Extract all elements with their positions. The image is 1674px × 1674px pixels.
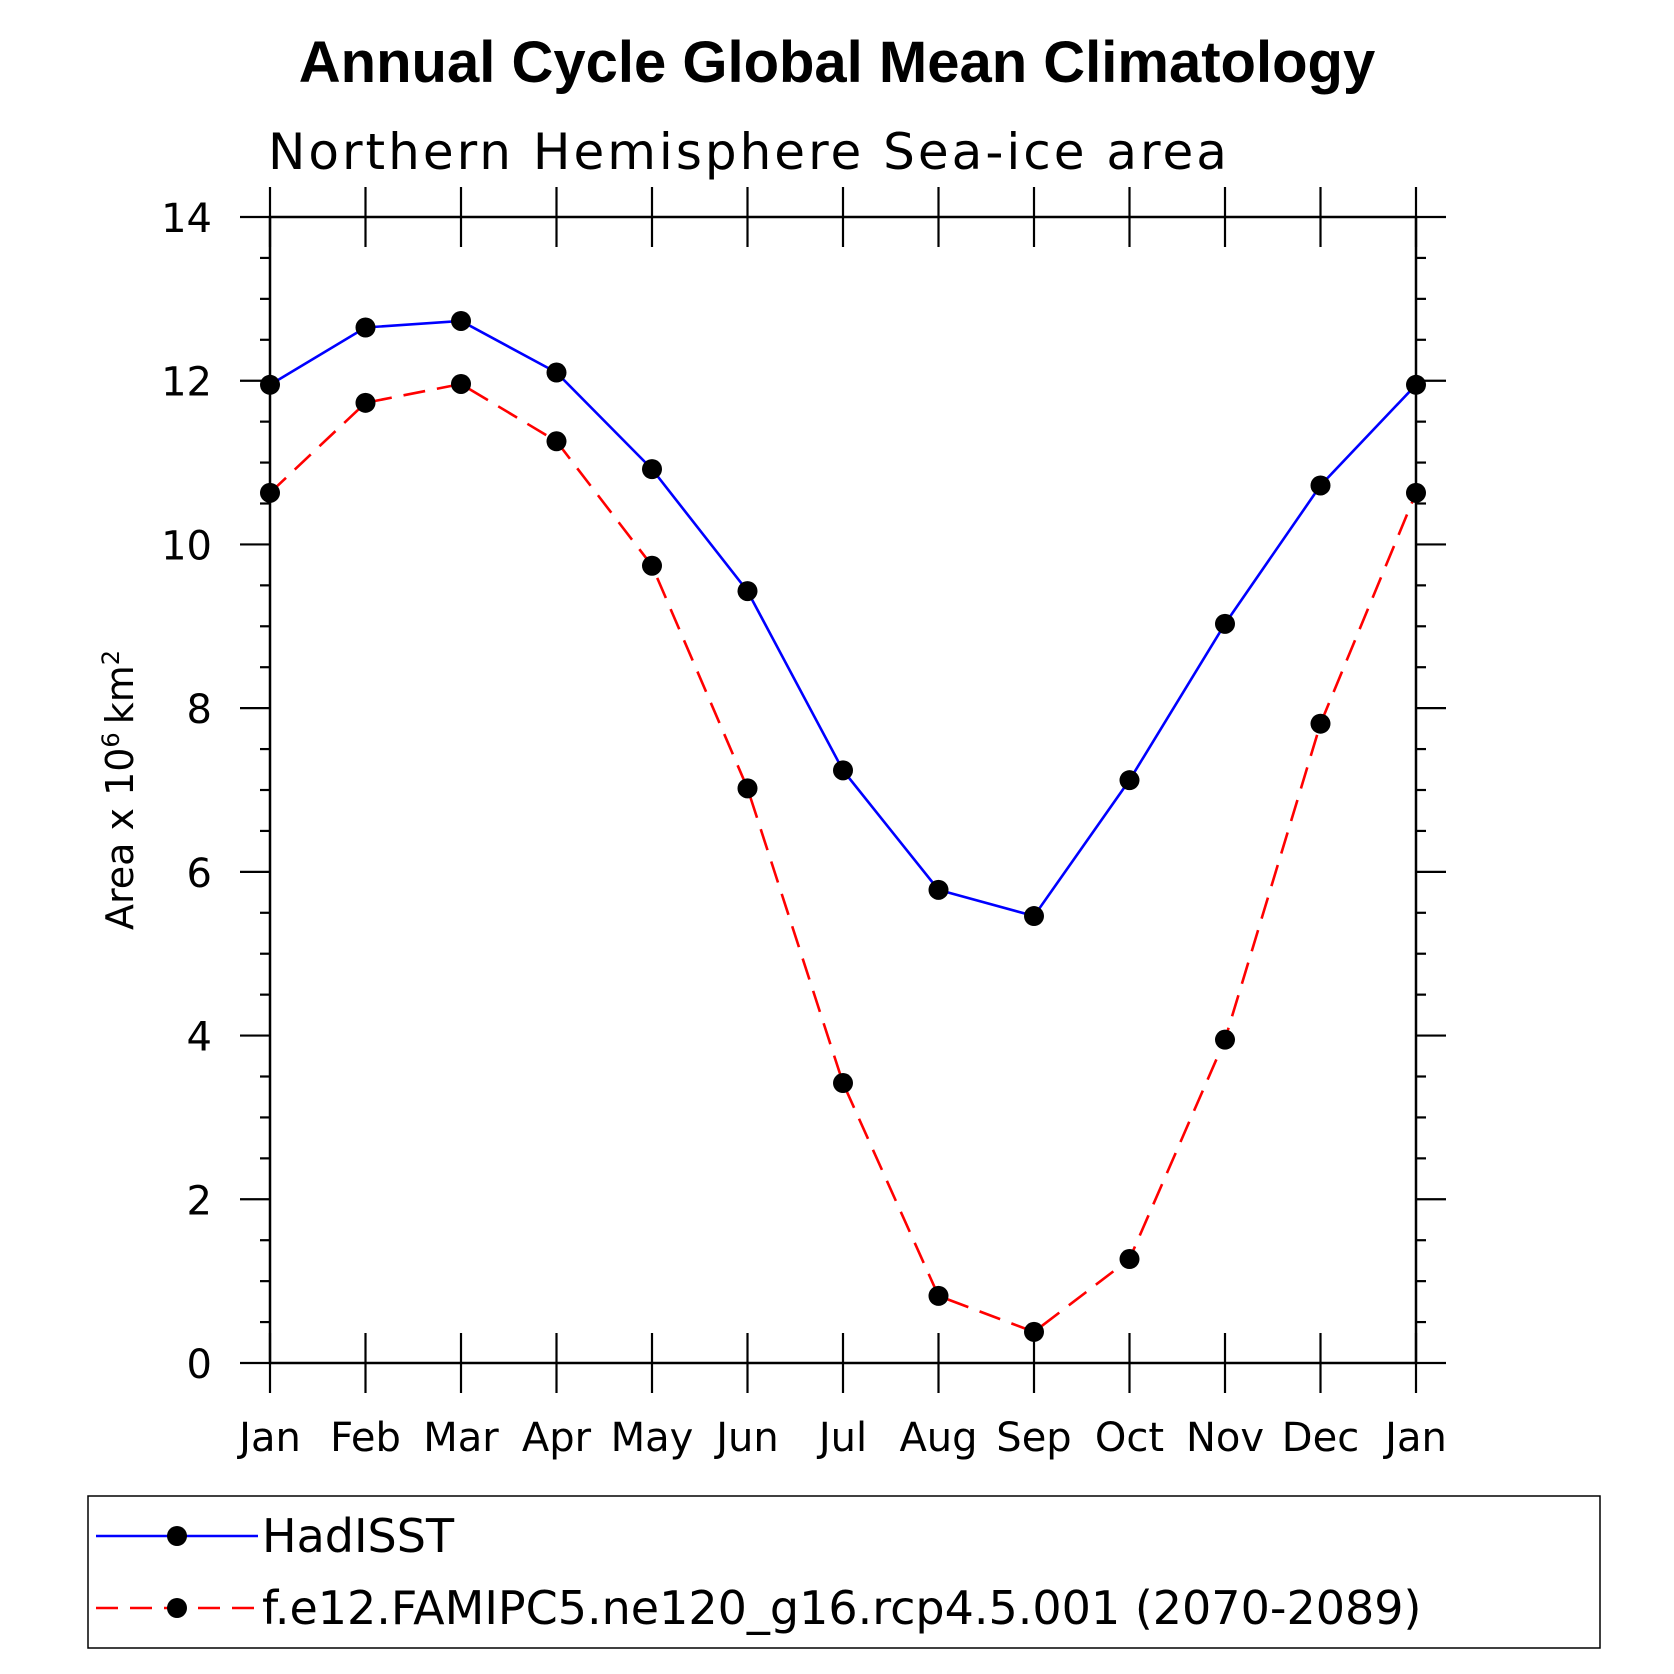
- series-0-point: [260, 374, 280, 395]
- y-tick-label: 2: [187, 1178, 212, 1224]
- series-0-point: [737, 581, 758, 602]
- x-tick-label: Nov: [1186, 1415, 1264, 1461]
- y-tick-label: 12: [161, 360, 212, 406]
- y-axis-label-exponent: 6: [97, 732, 125, 747]
- series-0-point: [546, 362, 567, 383]
- series-0-point: [1119, 770, 1140, 791]
- x-tick-label: Jan: [236, 1415, 301, 1461]
- series-1-point: [1310, 713, 1331, 734]
- x-tick-label: Jun: [713, 1415, 779, 1461]
- y-axis-label-unit: km: [98, 665, 142, 724]
- series-1-point: [1215, 1029, 1235, 1050]
- legend: HadISST f.e12.FAMIPC5.ne120_g16.rcp4.5.00…: [96, 1509, 1421, 1635]
- legend-box: [87, 1495, 1601, 1649]
- series-0-point: [1406, 374, 1426, 395]
- series-1-point: [928, 1285, 949, 1306]
- x-tick-label: Aug: [899, 1415, 977, 1461]
- x-axis: [268, 187, 1418, 1393]
- series-line-1: [269, 382, 1418, 1334]
- x-tick-label: Sep: [996, 1415, 1071, 1461]
- series-0-point: [833, 760, 853, 781]
- y-axis-label: Area x 106 km2: [97, 650, 142, 930]
- y-tick-label: 10: [161, 523, 212, 569]
- y-axis-right: [1416, 215, 1446, 1365]
- legend-label-0: HadISST: [262, 1509, 455, 1563]
- series-1-point: [451, 373, 471, 394]
- x-tick-label: Feb: [330, 1415, 401, 1461]
- legend-marker-0: [167, 1526, 187, 1546]
- series-0-point: [642, 459, 662, 480]
- series-line-0: [269, 319, 1417, 918]
- series-1-point: [546, 431, 567, 452]
- x-tick-label: Jan: [1382, 1415, 1447, 1461]
- series-1-point: [737, 778, 758, 799]
- series-1-point: [1024, 1321, 1044, 1342]
- series-0-point: [1024, 906, 1044, 927]
- x-tick-label: Apr: [522, 1415, 592, 1461]
- series-0-point: [355, 317, 376, 338]
- series-1-point: [1119, 1249, 1140, 1270]
- x-tick-label: Jul: [816, 1415, 867, 1461]
- x-tick-label: Mar: [423, 1415, 499, 1461]
- series-0-point: [451, 310, 471, 331]
- series-1-point: [1406, 482, 1426, 503]
- y-tick-labels: 0 2 4 6 8 10 12 14: [161, 196, 212, 1388]
- y-tick-label: 14: [161, 196, 212, 242]
- x-tick-labels: Jan Feb Mar Apr May Jun Jul Aug Sep Oct Nov Dec Jan: [236, 1415, 1447, 1461]
- y-tick-label: 0: [187, 1342, 212, 1388]
- series-layer: [260, 310, 1426, 1342]
- y-axis-left: [240, 215, 270, 1365]
- chart-title: Annual Cycle Global Mean Climatology: [299, 30, 1375, 95]
- series-0-point: [1215, 613, 1235, 634]
- x-tick-label: Dec: [1282, 1415, 1359, 1461]
- series-0-point: [1310, 475, 1331, 496]
- chart-subtitle: Northern Hemisphere Sea-ice area: [268, 123, 1230, 181]
- series-1-point: [260, 482, 280, 503]
- y-tick-label: 4: [187, 1015, 212, 1061]
- series-0-point: [928, 879, 949, 900]
- legend-label-1: f.e12.FAMIPC5.ne120_g16.rcp4.5.001 (2070…: [262, 1581, 1421, 1635]
- series-1-point: [355, 392, 376, 413]
- x-tick-label: May: [611, 1415, 694, 1461]
- legend-marker-1: [167, 1598, 187, 1618]
- series-1-point: [642, 555, 662, 576]
- y-axis-label-text: Area x 10: [98, 748, 142, 930]
- y-axis-label-unit-exponent: 2: [97, 650, 125, 665]
- x-tick-label: Oct: [1095, 1415, 1164, 1461]
- y-tick-label: 6: [187, 851, 212, 897]
- series-1-point: [833, 1073, 853, 1094]
- y-tick-label: 8: [187, 687, 212, 733]
